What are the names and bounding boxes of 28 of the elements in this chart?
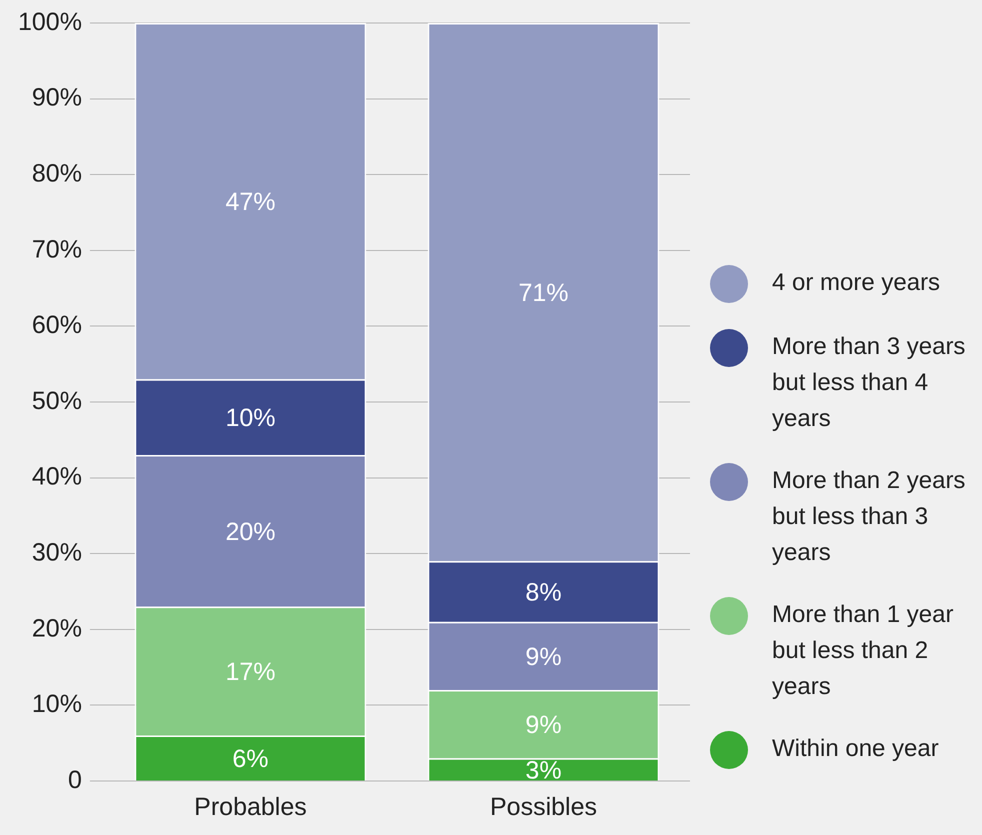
x-tick-label: Possibles xyxy=(490,792,597,821)
data-label: 71% xyxy=(518,278,569,307)
legend-label: 4 or more years xyxy=(772,268,942,298)
legend-label: More than 3 years but less than 4 years xyxy=(772,332,966,434)
data-label: 17% xyxy=(225,658,276,686)
y-tick-label: 80% xyxy=(32,159,82,188)
data-label: 6% xyxy=(232,744,269,773)
legend-label: More than 1 year but less than 2 years xyxy=(772,600,954,702)
legend-label: More than 2 years but less than 3 years xyxy=(772,466,966,568)
data-label: 3% xyxy=(525,756,562,784)
data-label: 9% xyxy=(525,642,562,671)
x-tick-label: Probables xyxy=(194,792,307,821)
data-label: 47% xyxy=(225,188,276,216)
y-tick-label: 30% xyxy=(32,538,82,566)
y-tick-label: 40% xyxy=(32,462,82,491)
y-tick-label: 90% xyxy=(32,84,82,112)
y-tick-label: 20% xyxy=(32,614,82,642)
legend-label: Within one year xyxy=(772,734,940,764)
y-tick-label: 0 xyxy=(68,766,82,794)
data-label: 9% xyxy=(525,711,562,740)
y-tick-label: 100% xyxy=(18,8,82,36)
y-tick-label: 50% xyxy=(32,386,82,415)
y-tick-label: 60% xyxy=(32,311,82,340)
y-tick-label: 70% xyxy=(32,235,82,264)
data-label: 8% xyxy=(525,578,562,606)
data-label: 20% xyxy=(225,518,276,546)
data-label: 10% xyxy=(225,404,276,432)
y-tick-label: 10% xyxy=(32,690,82,718)
